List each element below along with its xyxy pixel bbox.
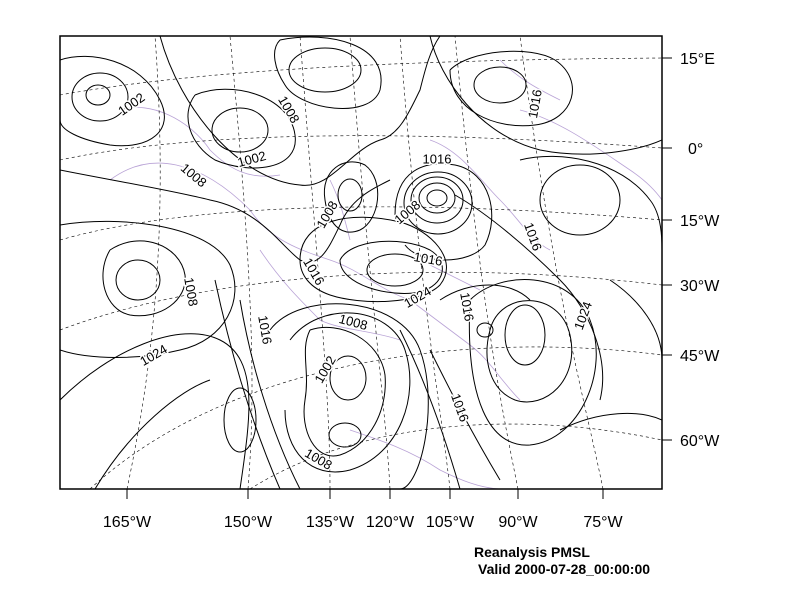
contour-label: 1008 (181, 276, 201, 307)
lat-label: 60°W (680, 433, 720, 450)
contour-label: 1016 (423, 151, 452, 166)
contour-label: 1016 (521, 220, 545, 252)
contour-label: 1002 (115, 90, 147, 119)
isobar-contours (60, 36, 662, 489)
contour-labels: 1002 100810021008100810161008100810161016… (114, 87, 597, 475)
graticule (60, 36, 662, 489)
lat-label: 15°E (680, 51, 715, 68)
contour-label: 1024 (137, 341, 170, 368)
contour-label: 1002 (311, 353, 338, 386)
lon-label: 75°W (583, 514, 623, 531)
contour-label: 1002 (236, 148, 268, 170)
contour-label: 1016 (300, 255, 327, 288)
lon-label: 150°W (224, 514, 273, 531)
contour-label: 1008 (275, 93, 302, 126)
lon-label: 105°W (426, 514, 475, 531)
map-title: Reanalysis PMSL (474, 544, 590, 560)
lat-label: 45°W (680, 348, 720, 365)
lat-ticks (662, 57, 672, 441)
lat-label: 15°W (680, 213, 720, 230)
contour-label: 1016 (255, 314, 275, 345)
valid-time: Valid 2000-07-28_00:00:00 (478, 561, 651, 577)
lon-label: 165°W (103, 514, 152, 531)
contour-label: 1016 (525, 88, 545, 119)
lat-labels: 15°E 0° 15°W 30°W 45°W 60°W (680, 51, 720, 450)
lat-label: 30°W (680, 278, 720, 295)
lon-label: 135°W (306, 514, 355, 531)
lat-label: 0° (688, 141, 703, 158)
lon-label: 120°W (366, 514, 415, 531)
lon-labels: 165°W 150°W 135°W 120°W 105°W 90°W 75°W (103, 514, 624, 531)
contour-label: 1008 (313, 198, 340, 231)
contour-label: 1016 (413, 249, 444, 269)
contour-label: 1008 (178, 160, 210, 190)
lon-label: 90°W (498, 514, 538, 531)
lon-ticks (126, 489, 604, 499)
contour-label: 1024 (401, 283, 434, 310)
contour-label: 1016 (448, 391, 472, 423)
contour-label: 1016 (457, 291, 477, 322)
coastlines (109, 59, 662, 489)
map-frame (59, 35, 663, 490)
